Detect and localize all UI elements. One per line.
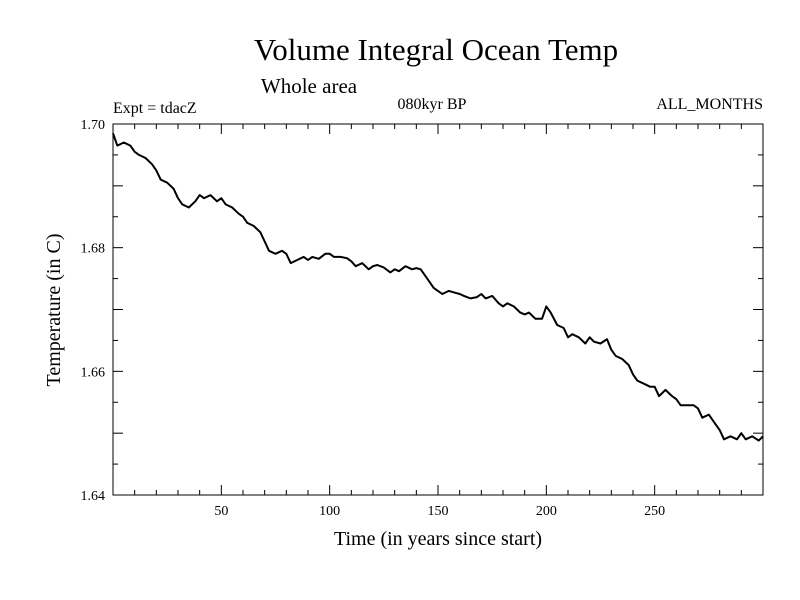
tick-labels: 50 100 150 200 250 1.64 1.66 1.68 1.70 xyxy=(81,118,666,519)
series-layer xyxy=(112,132,764,442)
y-tick-label: 1.64 xyxy=(81,489,106,504)
y-axis-label: Temperature (in C) xyxy=(43,234,65,387)
x-tick-label: 200 xyxy=(536,504,557,519)
x-tick-label: 150 xyxy=(428,504,449,519)
axis-ticks xyxy=(113,124,763,495)
chart-subtitle: Whole area xyxy=(261,74,358,98)
y-tick-label: 1.70 xyxy=(81,118,106,133)
x-tick-label: 250 xyxy=(644,504,665,519)
series-line xyxy=(112,132,764,442)
x-axis-label: Time (in years since start) xyxy=(334,528,542,550)
chart-title: Volume Integral Ocean Temp xyxy=(254,32,618,67)
period-label: 080kyr BP xyxy=(398,96,467,113)
x-tick-label: 50 xyxy=(214,504,228,519)
months-label: ALL_MONTHS xyxy=(656,96,763,113)
y-tick-label: 1.68 xyxy=(81,242,106,257)
experiment-label: Expt = tdacZ xyxy=(113,100,197,117)
plot-frame xyxy=(112,123,764,496)
y-tick-label: 1.66 xyxy=(81,365,106,380)
x-tick-label: 100 xyxy=(319,504,340,519)
